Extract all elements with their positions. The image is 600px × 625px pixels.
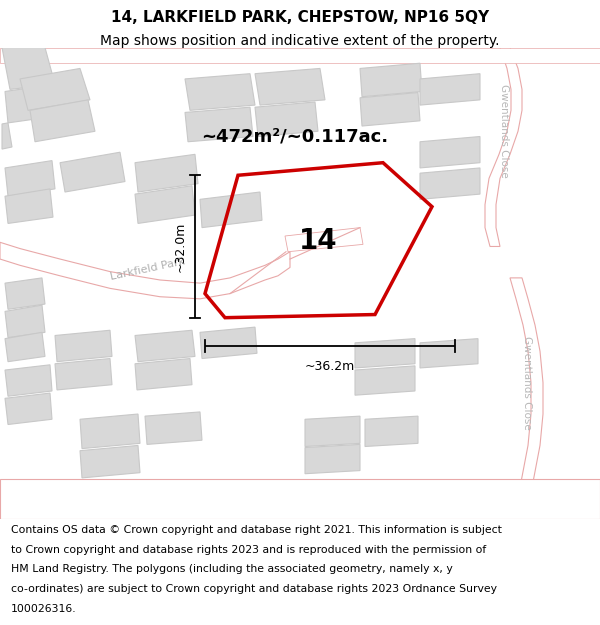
Polygon shape [5, 393, 52, 424]
Text: Gwentlands Close: Gwentlands Close [522, 336, 532, 429]
Polygon shape [420, 74, 480, 105]
Polygon shape [80, 414, 140, 449]
Polygon shape [30, 100, 95, 142]
Polygon shape [80, 446, 140, 478]
Polygon shape [185, 107, 253, 142]
Polygon shape [135, 154, 198, 192]
Text: 100026316.: 100026316. [11, 604, 76, 614]
Polygon shape [60, 152, 125, 192]
Polygon shape [20, 69, 90, 111]
Polygon shape [5, 189, 53, 223]
Polygon shape [510, 278, 543, 519]
Text: to Crown copyright and database rights 2023 and is reproduced with the permissio: to Crown copyright and database rights 2… [11, 545, 486, 555]
Text: Larkfield Park: Larkfield Park [110, 257, 187, 282]
Text: co-ordinates) are subject to Crown copyright and database rights 2023 Ordnance S: co-ordinates) are subject to Crown copyr… [11, 584, 497, 594]
Text: Map shows position and indicative extent of the property.: Map shows position and indicative extent… [100, 34, 500, 48]
Text: Gwentlands Close: Gwentlands Close [499, 84, 509, 178]
Polygon shape [485, 48, 522, 246]
Text: ~36.2m: ~36.2m [305, 361, 355, 373]
Polygon shape [255, 69, 325, 105]
Polygon shape [135, 186, 195, 223]
Text: ~472m²/~0.117ac.: ~472m²/~0.117ac. [202, 127, 389, 146]
Polygon shape [55, 359, 112, 390]
Text: 14, LARKFIELD PARK, CHEPSTOW, NP16 5QY: 14, LARKFIELD PARK, CHEPSTOW, NP16 5QY [111, 11, 489, 26]
Polygon shape [285, 228, 363, 252]
Polygon shape [5, 365, 52, 396]
Polygon shape [0, 479, 600, 519]
Polygon shape [145, 412, 202, 444]
Text: HM Land Registry. The polygons (including the associated geometry, namely x, y: HM Land Registry. The polygons (includin… [11, 564, 452, 574]
Polygon shape [135, 359, 192, 390]
Polygon shape [55, 330, 112, 362]
Polygon shape [5, 332, 45, 362]
Polygon shape [5, 278, 45, 309]
Polygon shape [0, 48, 600, 63]
Polygon shape [2, 48, 55, 89]
Polygon shape [135, 330, 195, 362]
Text: 14: 14 [299, 228, 337, 255]
Polygon shape [360, 63, 422, 97]
Polygon shape [355, 366, 415, 395]
Polygon shape [0, 242, 290, 299]
Polygon shape [355, 339, 415, 368]
Polygon shape [2, 123, 12, 149]
Polygon shape [420, 168, 480, 199]
Polygon shape [185, 74, 255, 111]
Polygon shape [200, 192, 262, 228]
Polygon shape [420, 136, 480, 168]
Polygon shape [305, 444, 360, 474]
Polygon shape [5, 84, 60, 123]
Polygon shape [5, 161, 55, 196]
Text: ~32.0m: ~32.0m [173, 221, 187, 272]
Polygon shape [305, 416, 360, 446]
Polygon shape [360, 92, 420, 126]
Polygon shape [420, 339, 478, 368]
Polygon shape [5, 305, 45, 338]
Polygon shape [365, 416, 418, 446]
Polygon shape [255, 102, 318, 136]
Text: Contains OS data © Crown copyright and database right 2021. This information is : Contains OS data © Crown copyright and d… [11, 525, 502, 535]
Polygon shape [200, 327, 257, 359]
